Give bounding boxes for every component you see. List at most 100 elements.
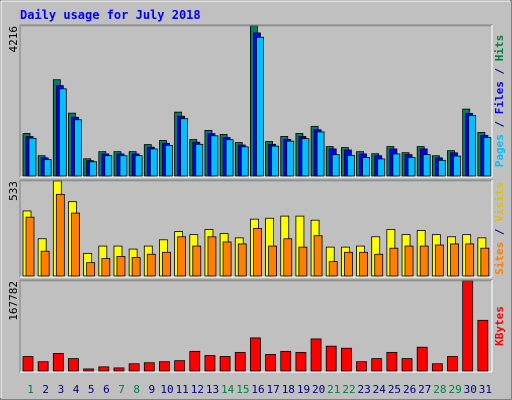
x-tick-label: 14 (221, 383, 235, 396)
bar (98, 366, 110, 372)
bar (104, 155, 113, 177)
x-tick-label: 3 (58, 383, 65, 396)
bar (68, 358, 79, 372)
bar (362, 157, 370, 177)
bar (119, 155, 128, 177)
bar (219, 356, 231, 372)
bar (389, 247, 399, 277)
x-tick-label: 23 (358, 383, 371, 396)
x-tick-label: 8 (133, 383, 140, 396)
x-tick-label: 22 (342, 383, 355, 396)
bar (280, 350, 292, 372)
bar (356, 361, 367, 372)
bar (422, 154, 431, 177)
bar (74, 119, 82, 177)
bar (316, 131, 325, 177)
x-tick-label: 5 (88, 383, 95, 396)
x-tick-label: 6 (103, 383, 110, 396)
x-tick-label: 1 (27, 383, 34, 396)
bar (222, 241, 232, 277)
bar (477, 319, 489, 372)
bar (313, 235, 323, 277)
bar (43, 159, 52, 177)
bar (55, 193, 65, 277)
bar (465, 243, 475, 277)
x-tick-label: 26 (403, 383, 416, 396)
bar (174, 360, 186, 372)
bar (301, 138, 310, 177)
bar (128, 363, 140, 372)
legend-entry: KBytes (493, 306, 506, 346)
bar (468, 115, 477, 177)
bar (22, 356, 34, 372)
bar (331, 154, 340, 177)
y-tick-label: 4216 (7, 26, 20, 53)
bar (101, 258, 111, 277)
bar (295, 351, 307, 372)
bar (480, 247, 490, 277)
bar (325, 345, 337, 372)
legend-separator: / (493, 61, 506, 81)
legend-entry: Pages (493, 134, 506, 167)
bar (346, 154, 355, 177)
x-tick-label: 12 (191, 383, 204, 396)
bar (86, 262, 96, 277)
x-tick-label: 29 (448, 383, 461, 396)
bar (40, 250, 50, 277)
bar (434, 244, 444, 277)
bar (204, 355, 216, 372)
x-tick-label: 31 (479, 383, 492, 396)
bar (483, 137, 492, 177)
x-tick-label: 2 (42, 383, 49, 396)
bar (256, 36, 264, 177)
bar (28, 137, 37, 177)
bar (386, 351, 398, 372)
legend-entry: Files (493, 81, 506, 114)
bar (225, 139, 234, 177)
x-tick-label: 20 (312, 383, 325, 396)
x-tick-label: 15 (236, 383, 249, 396)
legend-entry: Visits (493, 182, 506, 222)
bar (177, 236, 187, 277)
x-tick-label: 21 (327, 383, 340, 396)
bar (116, 255, 126, 277)
x-tick-label: 10 (160, 383, 173, 396)
bar (165, 145, 173, 177)
bar (143, 362, 155, 372)
bar (268, 245, 277, 277)
bar (58, 88, 67, 177)
bar (392, 153, 401, 177)
bar (419, 245, 429, 277)
legend: KBytes (493, 306, 506, 346)
x-tick-label: 28 (433, 383, 446, 396)
bar (159, 361, 170, 372)
bar (271, 145, 279, 177)
bar (71, 212, 80, 277)
x-tick-label: 9 (149, 383, 156, 396)
bar (450, 243, 459, 277)
x-tick-label: 19 (297, 383, 310, 396)
bar (377, 158, 386, 177)
bar (250, 337, 261, 372)
y-tick-label: 167782 (7, 281, 20, 321)
bar (416, 346, 428, 372)
bar (437, 159, 446, 177)
bar (265, 354, 276, 372)
bar (371, 358, 383, 372)
bar (310, 338, 322, 372)
x-tick-label: 13 (206, 383, 219, 396)
legend: Pages / Files / Hits (493, 35, 506, 168)
x-tick-label: 17 (267, 383, 280, 396)
bar (131, 257, 141, 277)
bar (134, 155, 143, 177)
bar (462, 280, 474, 372)
bar (407, 157, 416, 177)
bar (192, 245, 202, 277)
x-tick-label: 18 (282, 383, 295, 396)
bar (234, 351, 246, 372)
bar (431, 363, 443, 372)
legend-separator: / (493, 222, 506, 242)
x-tick-label: 27 (418, 383, 431, 396)
bar (195, 143, 204, 177)
x-tick-label: 11 (176, 383, 189, 396)
